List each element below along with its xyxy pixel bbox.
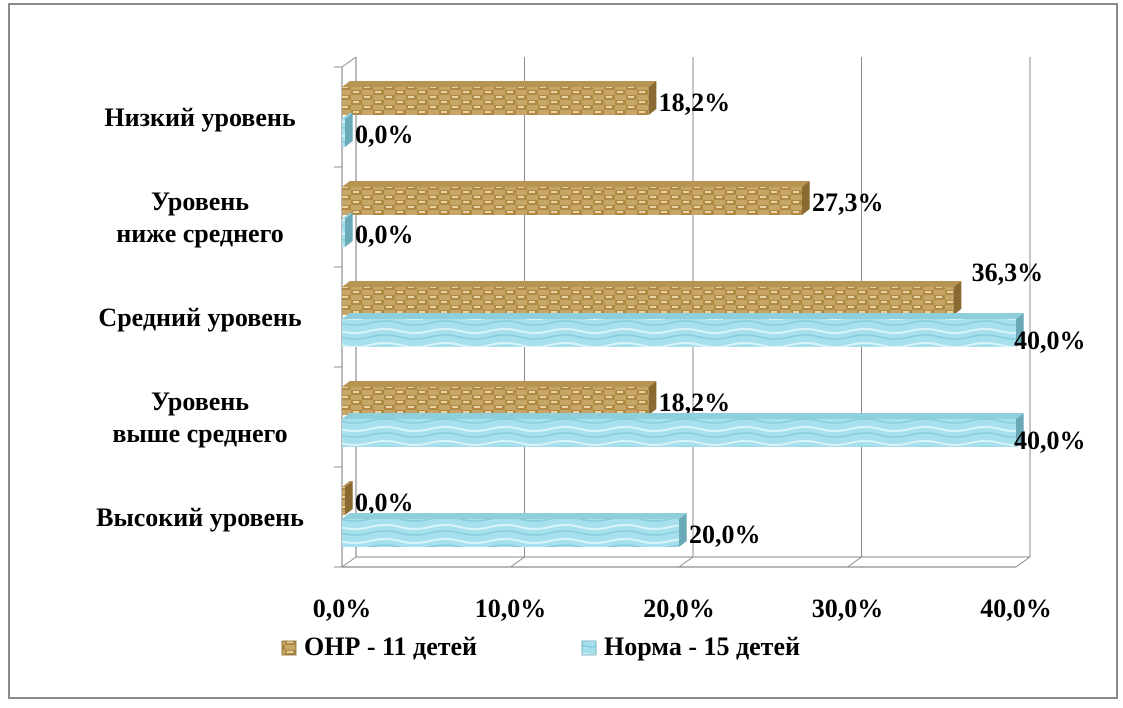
bar [342,487,345,515]
bar [342,119,345,147]
data-label: 0,0% [355,220,414,249]
bar-side-face [1016,313,1024,347]
bar-side-face [802,181,810,215]
bar [342,319,1016,347]
category-label: Уровень [151,187,249,216]
data-label: 36,3% [972,258,1044,287]
bar [342,187,803,215]
bar-top-face [342,513,687,519]
bar [342,419,1016,447]
bar-top-face [342,213,353,219]
category-label: Уровень [151,387,249,416]
chart-frame: 0,0% 10,0% 20,0% 30,0% 40,0% Высокий уровень 0… [8,3,1118,699]
bar-top-face [342,313,1024,319]
bar [342,287,954,315]
gridline-floor [341,556,357,568]
x-tick-label: 40,0% [980,594,1052,623]
category-label: Средний уровень [98,303,301,332]
data-label: 18,2% [659,88,731,117]
gridline-floor [510,556,525,568]
legend-label: Норма - 15 детей [604,632,800,661]
bar-side-face [345,213,353,247]
gridline-floor [1015,556,1031,568]
bar-top-face [342,381,657,387]
bar-side-face [648,381,657,415]
bar-side-face [679,513,687,547]
legend-swatch [581,640,597,656]
gridline-floor [847,556,862,568]
bar-side-face [345,113,353,147]
data-label: 27,3% [812,188,884,217]
x-tick-label: 20,0% [643,594,715,623]
bar [342,219,345,247]
bar-top-face [342,281,962,287]
wall-top-edge [341,56,357,68]
bar [342,87,649,115]
bar-side-face [953,281,962,315]
bar-top-face [342,481,353,487]
data-label: 40,0% [1014,426,1086,455]
bar-side-face [648,81,657,115]
data-label: 0,0% [355,488,414,517]
bar-top-face [342,181,810,187]
bar-chart: 0,0% 10,0% 20,0% 30,0% 40,0% Высокий уровень 0… [96,56,1086,661]
bar-top-face [342,113,353,119]
bar-top-face [342,81,657,87]
x-tick-label: 10,0% [475,594,547,623]
category-label: Высокий уровень [96,503,304,532]
bar-side-face [345,481,353,515]
gridline-floor [678,556,694,568]
data-label: 40,0% [1014,326,1086,355]
legend-label: ОНР - 11 детей [304,632,477,661]
x-tick-label: 30,0% [812,594,884,623]
data-label: 18,2% [659,388,731,417]
legend-swatch [281,640,297,656]
data-label: 20,0% [689,520,761,549]
bar-side-face [1016,413,1024,447]
category-label: выше среднего [112,419,287,448]
x-tick-label: 0,0% [313,594,372,623]
bar [342,519,679,547]
data-label: 0,0% [355,120,414,149]
category-label: ниже среднего [116,219,284,248]
bar-top-face [342,413,1024,419]
category-label: Низкий уровень [104,103,295,132]
bar [342,387,649,415]
